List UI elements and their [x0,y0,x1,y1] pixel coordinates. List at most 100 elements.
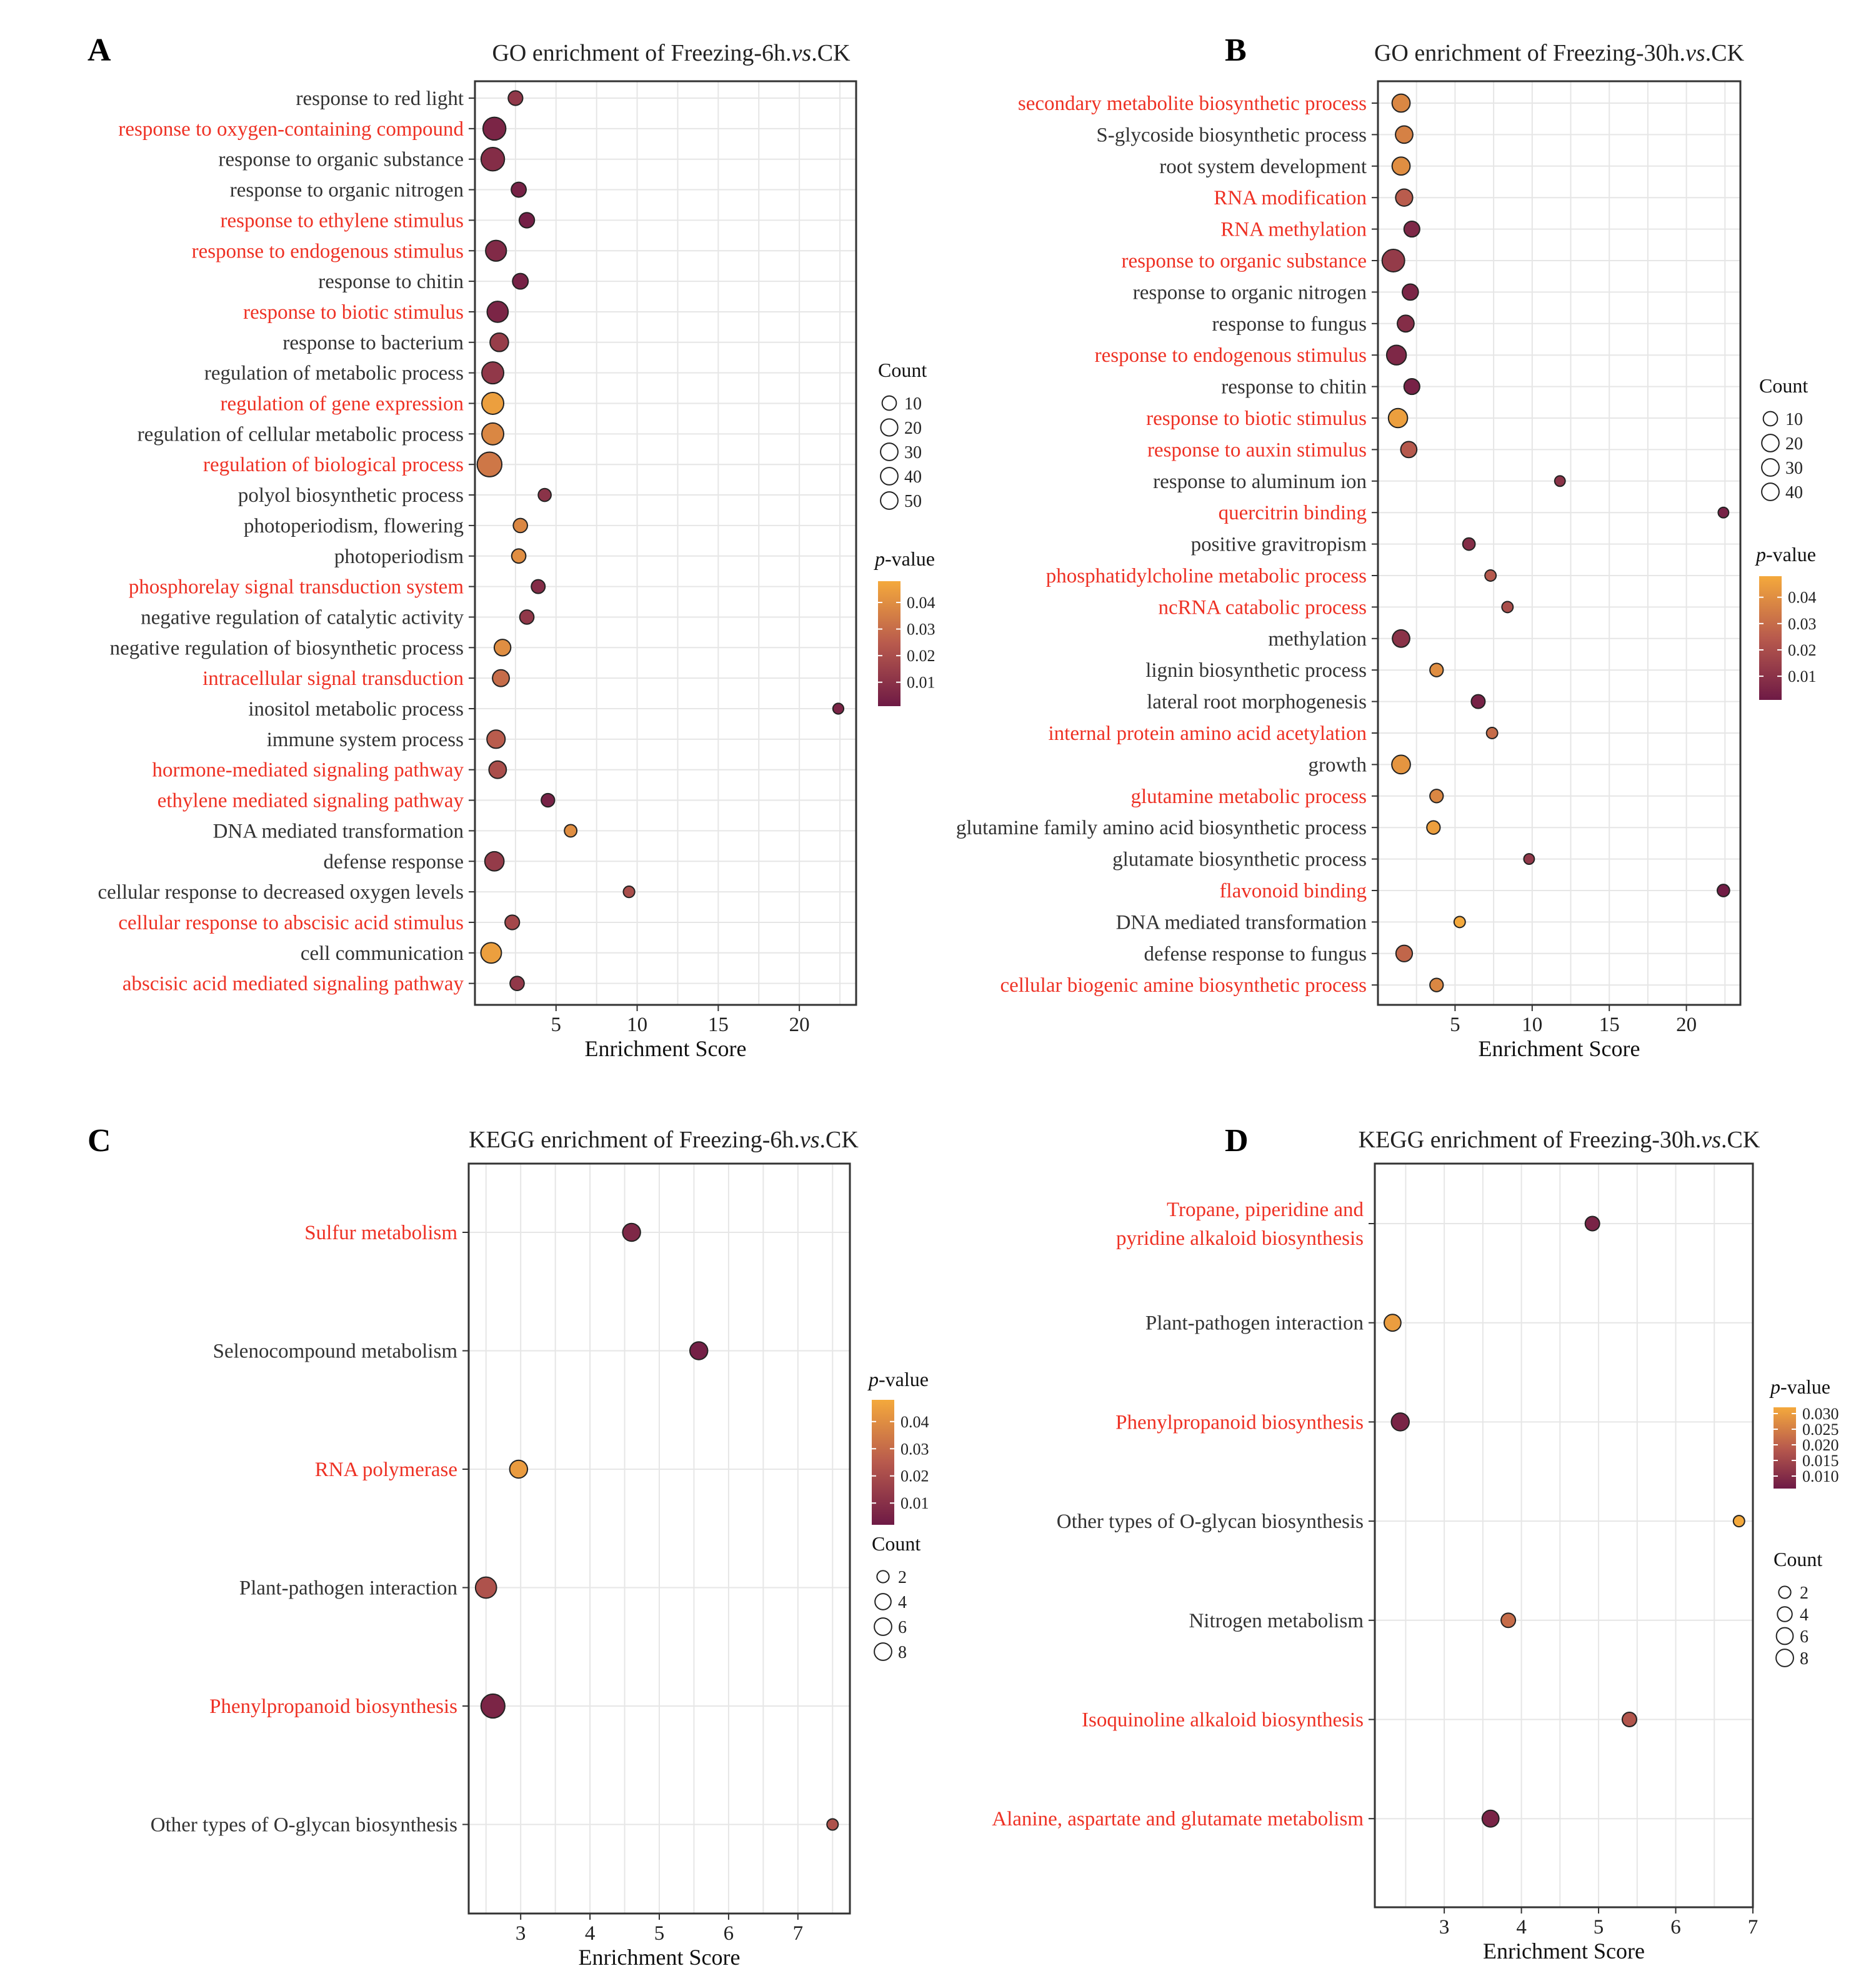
x-axis-label: Enrichment Score [579,1945,741,1970]
panel-letter: D [1225,1123,1249,1159]
y-tick-label: RNA methylation [1220,219,1367,241]
data-point [480,1693,506,1719]
y-tick-label: polyol biosynthetic process [238,484,464,507]
data-points [474,1222,839,1831]
data-point [488,760,507,779]
x-tick-label: 4 [585,1922,596,1945]
x-tick-label: 3 [516,1922,526,1945]
count-legend-key [880,442,899,461]
data-point [1501,601,1514,614]
y-tick-label: response to oxygen-containing compound [118,118,464,141]
data-point [1385,344,1407,366]
y-axis: Sulfur metabolism Selenocompound metaboli… [151,1222,469,1837]
colorbar-tick-label: 0.02 [901,1467,929,1485]
pvalue-legend-title-part: -value [1766,543,1816,566]
y-tick-label: internal protein amino acid acetylation [1049,722,1367,745]
data-point [1717,506,1730,519]
chart-title-part: vs [1685,40,1705,66]
x-tick-label: 5 [551,1014,562,1036]
chart-title-part: KEGG enrichment of Freezing-30h. [1359,1127,1702,1153]
count-legend-label: 8 [1800,1649,1809,1669]
count-legend-key [1775,1649,1794,1667]
colorbar-tick-label: 0.010 [1802,1467,1839,1485]
data-point [1485,727,1499,739]
data-point [1391,156,1411,176]
colorbar-tick-label: 0.030 [1802,1405,1839,1423]
pvalue-legend-title: p-value [1755,543,1816,566]
y-tick-label-line: Tropane, piperidine and [1167,1199,1364,1221]
y-tick-label: defense response to fungus [1144,943,1367,966]
count-legend-title: Count [878,359,927,381]
count-legend-key [1777,1606,1793,1622]
y-tick-label: phosphatidylcholine metabolic process [1046,565,1367,587]
y-tick-label: Plant-pathogen interaction [1145,1312,1364,1335]
panel-letter: B [1225,32,1247,68]
count-legend-key [880,467,899,486]
count-legend-label: 8 [898,1643,907,1662]
y-tick-label: regulation of biological process [203,454,464,476]
count-legend-key [1775,1627,1794,1645]
data-point [481,361,505,385]
y-tick-label: cellular biogenic amine biosynthetic pro… [1000,974,1367,997]
y-tick-label: response to organic substance [218,149,464,171]
y-tick-label: response to endogenous stimulus [192,240,464,262]
y-tick-label: photoperiodism [334,546,464,568]
pvalue-legend-title-part: -value [885,547,935,570]
y-tick-label: response to bacterium [282,332,464,354]
count-legend-label: 10 [1785,410,1803,429]
x-tick-label: 3 [1439,1916,1450,1939]
y-tick-label: response to auxin stimulus [1147,439,1367,461]
panel-d: D KEGG enrichment of Freezing-30h.vs.CK 3 4… [992,1123,1839,1964]
data-point [507,90,524,106]
y-tick-label: Tropane, piperidine and pyridine alkaloid… [1116,1199,1364,1250]
x-tick-label: 20 [789,1014,810,1036]
chart-title-part: GO enrichment of Freezing-6h. [492,40,791,66]
pvalue-legend-title: p-value [874,547,935,570]
data-point [1400,441,1418,459]
y-tick-label: ethylene mediated signaling pathway [157,790,464,812]
count-legend-key [1762,411,1779,427]
y-axis: secondary metabolite biosynthetic proces… [956,92,1378,997]
data-point [1500,1612,1517,1629]
y-tick-label: abscisic acid mediated signaling pathway [122,973,464,995]
count-legend-label: 4 [898,1593,907,1612]
x-axis-label: Enrichment Score [1483,1939,1645,1964]
data-points [1384,1215,1745,1828]
data-point [1395,125,1414,144]
count-legend-title: Count [1759,374,1808,397]
plot-frame [1374,1162,1754,1909]
data-point [481,392,505,415]
data-point [480,146,506,172]
data-point [484,851,505,872]
chart-title: KEGG enrichment of Freezing-30h.vs.CK [1359,1127,1760,1153]
count-legend-label: 6 [1800,1627,1809,1647]
x-tick-label: 5 [1450,1014,1460,1036]
data-point [512,517,528,534]
count-legend-label: 4 [1800,1605,1809,1625]
data-point [518,212,536,229]
chart-title-part: vs [1701,1127,1721,1153]
data-point [504,914,521,931]
count-legend-key [1761,434,1780,452]
y-tick-label: cellular response to decreased oxygen le… [97,881,464,904]
y-tick-label: response to ethylene stimulus [220,209,464,232]
colorbar-tick-label: 0.03 [1788,615,1817,633]
data-point [1426,820,1441,835]
count-legend-key [874,1642,892,1661]
colorbar-tick-label: 0.01 [901,1494,929,1512]
data-point [509,976,525,991]
y-tick-label: lateral root morphogenesis [1147,691,1367,714]
pvalue-legend-title-part: p [874,547,885,570]
pvalue-legend: p-value 0.01 0.02 0.03 0.04 [867,1368,929,1525]
y-tick-label: negative regulation of catalytic activit… [141,606,464,629]
data-point [689,1341,709,1360]
count-legend-label: 20 [904,419,922,438]
plot-area [1375,1164,1753,1907]
data-point [1453,916,1466,929]
data-point [1391,754,1411,775]
colorbar-tick-label: 0.04 [907,594,936,612]
data-point [485,239,507,262]
data-point [1429,977,1444,992]
